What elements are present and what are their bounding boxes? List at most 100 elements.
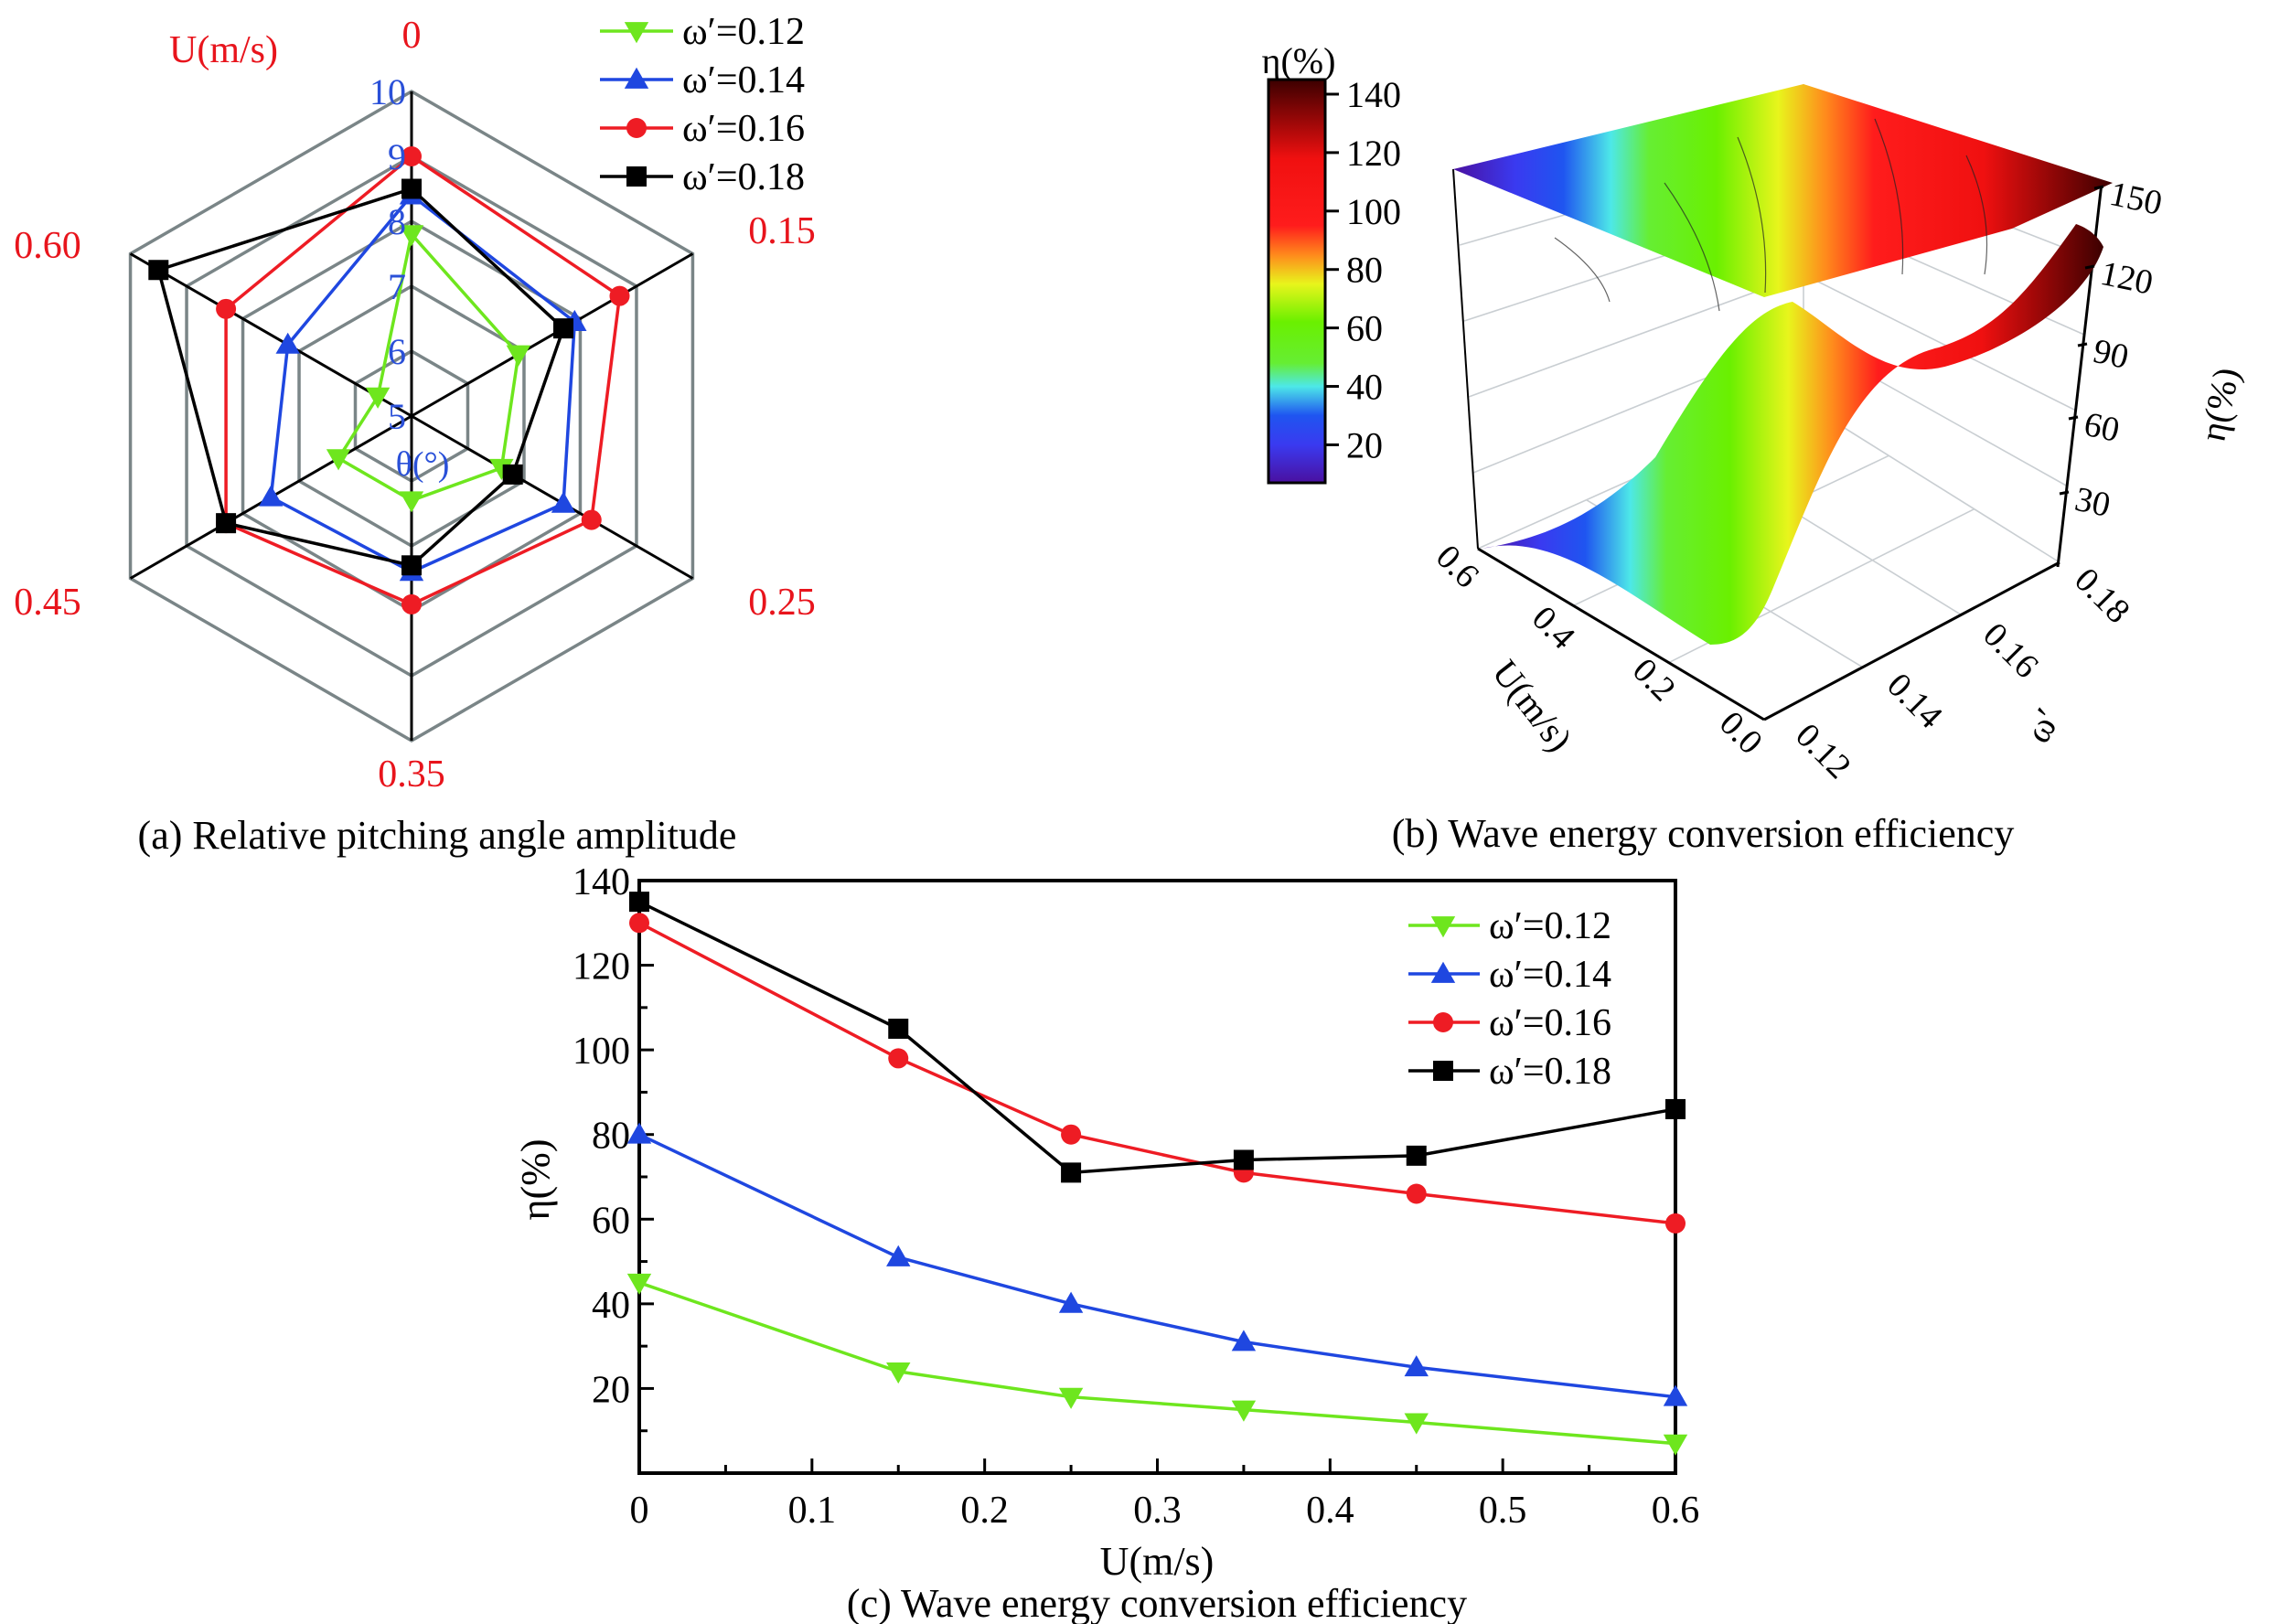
data-point	[629, 892, 649, 913]
radar-radial-tick: 7	[388, 266, 406, 307]
radar-category-label: 0.35	[378, 753, 445, 796]
radar-series-group	[148, 146, 630, 614]
data-point	[1404, 1355, 1429, 1377]
legend-label: ω′=0.14	[682, 59, 805, 102]
colorbar-ticks: 20 40 60 80 100 120 140	[1325, 74, 1401, 465]
z-tick	[2059, 490, 2070, 496]
y-tick-label: 100	[573, 1031, 630, 1073]
z-tick-label: 60	[2081, 405, 2123, 450]
z-tick	[2077, 342, 2088, 347]
legend-marker	[1430, 916, 1456, 938]
radar-category-label: 0	[402, 15, 422, 57]
radar-data-point	[275, 332, 300, 354]
y-axis-label: η(%)	[513, 1139, 558, 1221]
x-tick-label: 0.6	[1652, 1490, 1700, 1532]
data-point	[888, 1019, 909, 1039]
radar-data-point	[609, 285, 630, 306]
radar-spoke	[411, 414, 694, 580]
legend-marker	[624, 67, 649, 89]
data-point	[626, 1122, 652, 1144]
radar-data-point	[216, 298, 237, 319]
z-axis-title: η(%)	[2191, 364, 2247, 444]
radar-data-point	[399, 491, 424, 513]
radar-data-point	[259, 485, 284, 507]
radar-data-point	[148, 260, 169, 281]
grid-line	[1803, 273, 2077, 411]
y-tick-label: 120	[573, 946, 630, 988]
radar-category-label: 0.15	[748, 210, 816, 252]
y-tick-label: 20	[592, 1369, 630, 1411]
radar-data-point	[401, 178, 422, 199]
radar-radial-tick: 10	[369, 71, 406, 112]
x-axis-title: U(m/s)	[1484, 652, 1580, 759]
x-tick-label: 0	[630, 1490, 649, 1532]
data-point	[1231, 1330, 1257, 1352]
data-point	[1061, 1124, 1082, 1145]
data-point	[1233, 1149, 1254, 1170]
legend-marker	[1430, 961, 1456, 983]
radar-data-point	[326, 449, 351, 471]
axis-edge	[1452, 168, 1479, 550]
y-tick-label: 0.18	[2067, 561, 2137, 631]
surface-top-sheet	[1453, 84, 2113, 297]
radar-category-label: 0.60	[14, 225, 81, 267]
legend-label: ω′=0.18	[682, 156, 805, 198]
x-tick-label: 0.1	[788, 1490, 837, 1532]
legend-label: ω′=0.14	[1489, 954, 1611, 996]
x-axis-label: U(m/s)	[1100, 1539, 1215, 1584]
y-tick-label: 140	[573, 861, 630, 903]
legend-label: ω′=0.16	[682, 108, 805, 150]
grid-line	[1468, 273, 1804, 398]
contour-line	[1554, 237, 1611, 303]
contour-line	[1965, 155, 1988, 275]
legend-marker	[624, 22, 649, 44]
x-tick-label: 0.2	[960, 1490, 1009, 1532]
legend-label: ω′=0.16	[1489, 1002, 1611, 1044]
radar-series-line	[269, 193, 577, 574]
colorbar	[1267, 78, 1327, 485]
data-point	[886, 1245, 911, 1266]
x-tick-label: 0.4	[1525, 599, 1582, 657]
y-tick-label: 0.12	[1788, 716, 1858, 786]
data-point	[1061, 1162, 1082, 1183]
radar-radial-tick: 6	[388, 331, 406, 372]
grid-line	[1803, 401, 2060, 563]
series-line	[638, 900, 1676, 1175]
colorbar-title: η(%)	[1262, 40, 1336, 81]
colorbar-tick-label: 60	[1346, 308, 1383, 349]
x-tick-label: 0.3	[1133, 1490, 1182, 1532]
data-point	[1406, 1145, 1427, 1166]
radar-data-point	[216, 513, 237, 534]
z-tick-label: 90	[2090, 332, 2132, 377]
data-point	[626, 1273, 652, 1295]
data-point	[1665, 1213, 1686, 1234]
radar-data-point	[401, 146, 422, 166]
caption-b: (b) Wave energy conversion efficiency	[1392, 811, 2015, 856]
radar-radial-tick: 9	[388, 136, 406, 177]
series-line	[638, 1133, 1676, 1399]
y-tick-label: 40	[592, 1285, 630, 1327]
legend-marker	[626, 166, 647, 187]
line-legend: ω′=0.12 ω′=0.14 ω′=0.16 ω′=0.18	[1408, 905, 1611, 1093]
radar-chart-panel: 0 0.15 0.25 0.35 0.45 0.60 5 6 7 8 9 10 U(m/s) θ(°)…	[14, 11, 816, 858]
x-tick-label: 0.5	[1479, 1490, 1527, 1532]
legend-marker	[626, 118, 647, 138]
radar-category-label: 0.45	[14, 582, 81, 624]
data-point	[1406, 1183, 1427, 1204]
series-line	[638, 921, 1676, 1225]
x-tick-label: 0.0	[1712, 704, 1770, 762]
radar-radial-tick: 8	[388, 201, 406, 242]
colorbar-tick-label: 20	[1346, 424, 1383, 465]
radar-data-point	[401, 555, 422, 576]
data-point	[629, 913, 649, 934]
radar-data-point	[581, 509, 602, 530]
z-tick	[2084, 264, 2095, 270]
surface-plot	[1453, 84, 2113, 645]
contour-line	[1664, 182, 1720, 312]
legend-marker	[1433, 1012, 1453, 1032]
caption-c: (c) Wave energy conversion efficiency	[847, 1581, 1467, 1624]
legend-label: ω′=0.12	[682, 11, 805, 53]
radar-data-point	[365, 387, 391, 409]
data-point	[1058, 1387, 1084, 1409]
